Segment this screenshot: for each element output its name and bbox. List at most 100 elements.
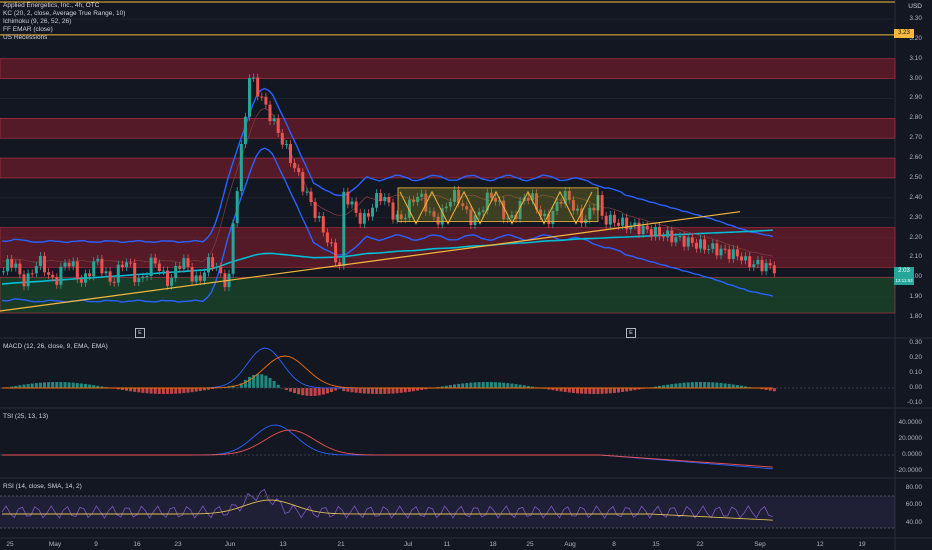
candle-body — [621, 217, 625, 226]
indicator-ichimoku[interactable]: Ichimoku (9, 26, 52, 26) — [3, 18, 72, 25]
macd-histogram-bar — [38, 382, 42, 388]
time-tick: 23 — [174, 541, 182, 548]
candle-body — [481, 210, 485, 212]
macd-histogram-bar — [342, 388, 346, 392]
macd-histogram-bar — [489, 382, 493, 388]
rsi-legend[interactable]: RSI (14, close, SMA, 14, 2) — [3, 483, 82, 490]
tsi-legend[interactable]: TSI (25, 13, 13) — [3, 413, 49, 420]
candle-body — [178, 266, 182, 269]
price-tick: 2.00 — [909, 273, 922, 281]
price-tick: 2.80 — [909, 114, 922, 122]
macd-legend[interactable]: MACD (12, 26, close, 9, EMA, EMA) — [3, 343, 108, 350]
candle-body — [211, 257, 215, 268]
macd-histogram-bar — [768, 388, 772, 391]
candle-body — [653, 226, 657, 237]
earnings-marker-2[interactable]: E — [626, 328, 636, 338]
time-tick: 25 — [526, 541, 534, 548]
candle-body — [383, 196, 387, 202]
candle-body — [469, 209, 473, 225]
candle-body — [489, 192, 493, 199]
candle-body — [637, 222, 641, 235]
candle-body — [703, 239, 707, 250]
macd-histogram-bar — [612, 388, 616, 393]
candle-body — [436, 216, 440, 225]
macd-histogram-bar — [526, 385, 530, 388]
indicator-us-recessions[interactable]: US Recessions — [3, 34, 48, 41]
macd-histogram-bar — [514, 384, 518, 388]
candle-body — [424, 193, 428, 212]
macd-histogram-bar — [194, 388, 198, 392]
candle-body — [391, 202, 395, 220]
macd-histogram-bar — [34, 383, 38, 388]
macd-histogram-bar — [506, 383, 510, 388]
price-tick: 1.90 — [909, 293, 922, 301]
tsi-signal-line — [2, 429, 773, 468]
candle-body — [305, 191, 309, 193]
candle-body — [92, 261, 96, 277]
candle-body — [104, 271, 108, 274]
candle-body — [477, 211, 481, 216]
price-tick: 3.30 — [909, 15, 922, 22]
indicator-ff-emar[interactable]: FF EMAR (close) — [3, 26, 53, 33]
candle-body — [506, 218, 510, 220]
time-tick: Jun — [224, 541, 236, 548]
candle-body — [678, 235, 682, 238]
price-tick: 3.10 — [909, 54, 922, 62]
macd-histogram-bar — [621, 388, 625, 392]
macd-histogram-bar — [547, 388, 551, 390]
price-tick: 2.40 — [909, 193, 922, 201]
candle-body — [317, 216, 321, 219]
macd-histogram-bar — [96, 385, 100, 388]
price-tick: 3.20 — [909, 34, 922, 42]
candle-body — [645, 225, 649, 230]
candle-body — [510, 214, 514, 219]
candle-body — [346, 191, 350, 205]
indicator-kc[interactable]: KC (20, 2, close, Average True Range, 10… — [3, 10, 126, 17]
candle-body — [756, 259, 760, 265]
macd-histogram-bar — [256, 374, 260, 388]
candle-body — [129, 262, 133, 264]
macd-histogram-bar — [346, 388, 350, 392]
pattern-box — [397, 187, 599, 223]
candle-body — [75, 261, 79, 280]
candle-body — [625, 217, 629, 230]
keltner-lower-band — [1, 147, 774, 303]
macd-histogram-bar — [662, 385, 666, 388]
candle-body — [457, 189, 461, 204]
macd-histogram-bar — [420, 388, 424, 390]
candle-body — [297, 168, 301, 173]
tsi-line — [2, 424, 773, 470]
macd-histogram-bar — [699, 382, 702, 388]
macd-histogram-bar — [473, 382, 477, 388]
candle-body — [576, 208, 579, 211]
candle-body — [252, 77, 256, 79]
macd-histogram-bar — [469, 382, 473, 388]
macd-histogram-bar — [383, 388, 387, 394]
macd-histogram-bar — [321, 388, 325, 395]
last-price-countdown: 12:11:53 — [894, 276, 914, 285]
candle-body — [215, 266, 219, 268]
indicator-tick: -0.10 — [907, 399, 922, 406]
price-tick: 2.20 — [909, 233, 922, 241]
candle-body — [59, 266, 63, 285]
symbol-title[interactable]: Applied Energetics, Inc., 4h, OTC — [3, 2, 100, 9]
candle-body — [51, 274, 55, 278]
candle-body — [276, 118, 280, 133]
candle-body — [116, 264, 120, 283]
candle-body — [157, 263, 161, 272]
macd-histogram-bar — [18, 385, 22, 388]
candle-body — [256, 77, 260, 97]
macd-histogram-bar — [731, 384, 735, 388]
macd-histogram-bar — [391, 388, 395, 394]
earnings-marker-1[interactable]: E — [135, 328, 145, 338]
candle-body — [571, 199, 575, 211]
candle-body — [141, 276, 145, 279]
macd-histogram-bar — [161, 388, 165, 394]
macd-histogram-bar — [764, 388, 768, 390]
time-tick: 16 — [133, 541, 141, 548]
candle-body — [18, 263, 22, 275]
candle-body — [14, 263, 18, 268]
candle-body — [108, 271, 112, 282]
candle-body — [375, 193, 379, 208]
